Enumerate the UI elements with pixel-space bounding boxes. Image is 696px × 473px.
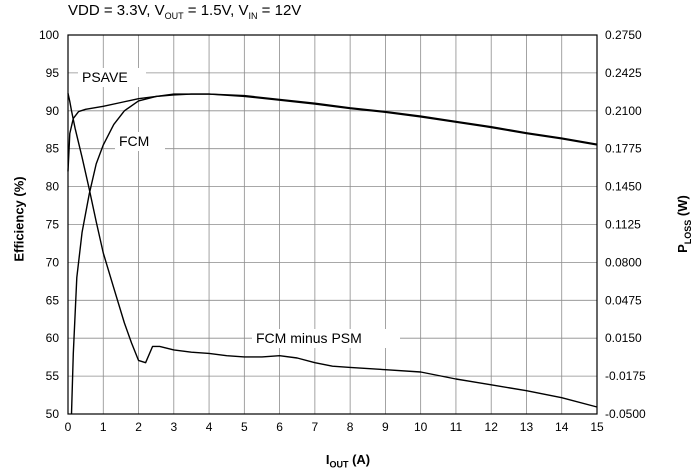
y2-axis-label-unit: (W)	[675, 195, 691, 220]
y2-tick-label: 0.1450	[605, 180, 642, 194]
annotation-label: PSAVE	[82, 69, 128, 85]
y-tick-label: 95	[46, 66, 60, 80]
y2-tick-label: -0.0500	[605, 407, 646, 421]
y2-axis-label: PLOSS (W)	[675, 195, 693, 253]
y2-tick-label: 0.2425	[605, 66, 642, 80]
y-tick-label: 75	[46, 218, 60, 232]
y-tick-label: 70	[46, 255, 60, 269]
y2-tick-label: 0.0150	[605, 331, 642, 345]
plot-frame	[67, 34, 598, 415]
y-tick-label: 60	[46, 331, 60, 345]
x-tick-label: 3	[170, 420, 177, 434]
x-tick-label: 13	[520, 420, 534, 434]
cond-vdd: VDD = 3.3V, V	[68, 2, 165, 19]
x-tick-label: 12	[485, 420, 499, 434]
x-tick-label: 1	[100, 420, 107, 434]
y2-tick-label: 0.0475	[605, 293, 642, 307]
x-tick-label: 11	[450, 420, 463, 434]
annotation-label: FCM	[119, 133, 149, 149]
y-tick-label: 80	[46, 180, 60, 194]
annotation-bg	[252, 329, 400, 348]
x-axis-label-main: I	[325, 452, 330, 467]
y-tick-label: 55	[46, 369, 60, 383]
y2-tick-label: -0.0175	[605, 369, 646, 383]
y-axis-label: Efficiency (%)	[11, 176, 27, 262]
x-tick-label: 4	[206, 420, 213, 434]
cond-vin: = 12V	[257, 2, 302, 19]
y-tick-label: 65	[46, 293, 60, 307]
cond-vout: = 1.5V, V	[183, 2, 249, 19]
y2-axis-label-sub: LOSS	[682, 219, 693, 245]
y2-tick-label: 0.2100	[605, 104, 642, 118]
y2-tick-label: 0.0800	[605, 255, 642, 269]
x-tick-label: 7	[312, 420, 319, 434]
x-tick-label: 9	[382, 420, 389, 434]
cond-vin-sub: IN	[248, 11, 258, 21]
x-tick-label: 2	[135, 420, 142, 434]
y-tick-label: 50	[46, 407, 60, 421]
series-line-fcm	[70, 93, 598, 415]
cond-vout-sub: OUT	[164, 11, 184, 21]
test-conditions: VDD = 3.3V, VOUT = 1.5V, VIN = 12V	[68, 2, 301, 21]
x-tick-label: 6	[276, 420, 283, 434]
x-axis-label: IOUT (A)	[0, 452, 696, 470]
y2-tick-label: 0.2750	[605, 28, 642, 42]
x-tick-label: 10	[414, 420, 428, 434]
x-axis-label-unit: (A)	[348, 452, 371, 467]
y-tick-label: 90	[46, 104, 60, 118]
x-tick-label: 15	[590, 420, 604, 434]
x-tick-label: 8	[347, 420, 354, 434]
y2-axis-label-main: P	[675, 244, 691, 253]
x-tick-label: 14	[555, 420, 569, 434]
y2-tick-label: 0.1775	[605, 142, 642, 156]
y-tick-label: 85	[46, 142, 60, 156]
series-line-fcm-minus-psm	[67, 93, 598, 408]
annotation-bg	[78, 68, 146, 87]
annotation-label: FCM minus PSM	[256, 330, 362, 346]
y-tick-label: 100	[39, 28, 59, 42]
x-tick-label: 5	[241, 420, 248, 434]
y2-tick-label: 0.1125	[605, 218, 641, 232]
x-tick-label: 0	[65, 420, 72, 434]
annotation-bg	[115, 132, 165, 151]
x-axis-label-sub: OUT	[329, 459, 349, 470]
